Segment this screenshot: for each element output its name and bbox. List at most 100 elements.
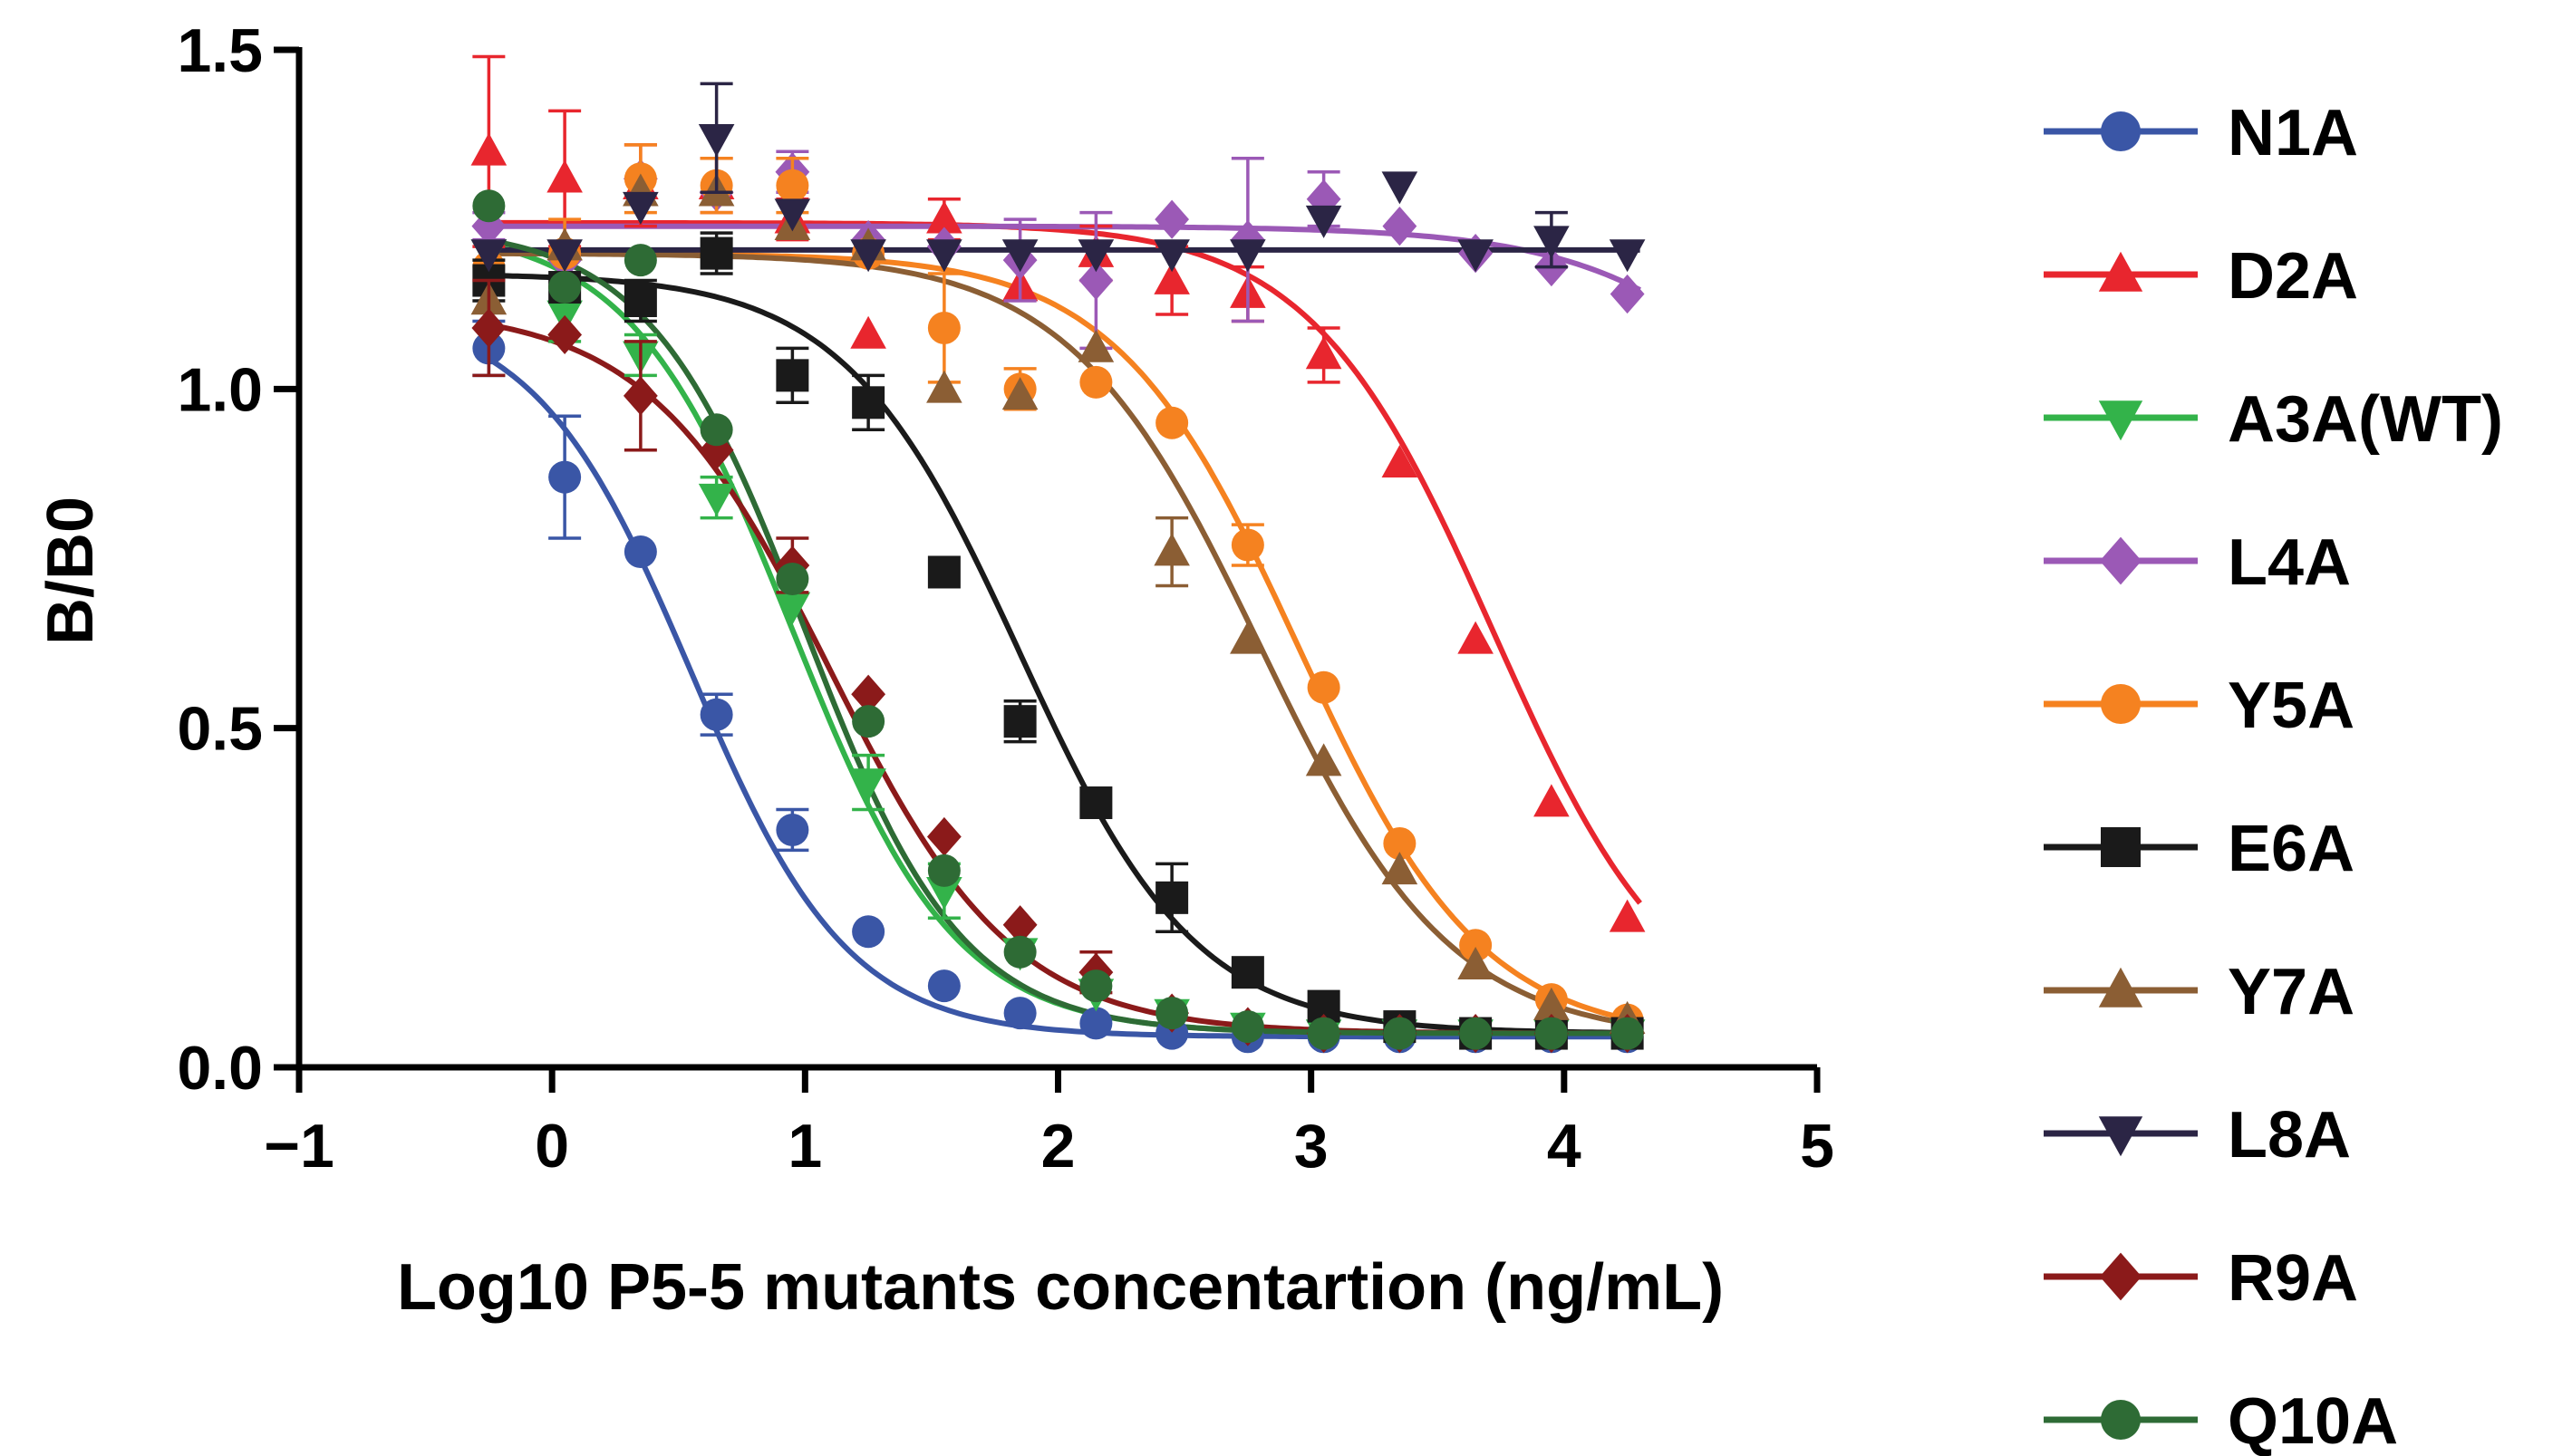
- legend-marker: [2099, 536, 2142, 585]
- legend-marker: [2098, 967, 2143, 1008]
- data-point-d2a: [1609, 899, 1646, 932]
- data-point-y5a: [927, 311, 961, 344]
- legend-label: E6A: [2228, 813, 2354, 885]
- data-point-l4a: [1155, 199, 1190, 239]
- data-point-r9a: [851, 674, 886, 714]
- data-point-q10a: [1610, 1017, 1644, 1050]
- data-point-q10a: [852, 705, 885, 738]
- legend-label: N1A: [2228, 97, 2358, 169]
- legend-item-e6a: E6A: [2044, 813, 2354, 885]
- data-point-y7a: [1154, 533, 1190, 566]
- data-point-y5a: [1383, 826, 1417, 860]
- data-point-y5a: [1155, 406, 1189, 439]
- data-point-l8a: [1381, 171, 1418, 205]
- data-point-l8a: [1230, 239, 1266, 273]
- data-point-q10a: [1079, 969, 1113, 1003]
- data-point-l4a: [1382, 207, 1417, 246]
- legend-marker: [2101, 1400, 2141, 1440]
- data-point-l8a: [926, 239, 962, 273]
- legend-label: L8A: [2228, 1099, 2351, 1172]
- legend-item-n1a: N1A: [2044, 97, 2358, 169]
- legend-label: R9A: [2228, 1242, 2358, 1315]
- y-tick-label: 0.5: [177, 695, 263, 764]
- data-point-y7a: [1457, 947, 1494, 979]
- data-point-y5a: [1307, 670, 1340, 704]
- data-point-q10a: [927, 853, 961, 887]
- data-point-d2a: [546, 159, 583, 193]
- y-tick-label: 1.0: [177, 355, 263, 424]
- data-point-l8a: [1154, 239, 1190, 273]
- data-point-y7a: [926, 370, 962, 403]
- data-point-y7a: [1001, 377, 1039, 410]
- fit-curve-l4a: [488, 223, 1641, 293]
- fit-curve-r9a: [488, 322, 1640, 1037]
- data-point-q10a: [776, 562, 809, 595]
- data-point-q10a: [1155, 997, 1189, 1030]
- x-axis-title: Log10 P5-5 mutants concentartion (ng/mL): [397, 1251, 1724, 1324]
- x-tick-label: −1: [264, 1112, 334, 1181]
- data-point-l8a: [1078, 239, 1115, 273]
- data-point-y7a: [1533, 987, 1570, 1020]
- data-point-q10a: [1231, 1010, 1264, 1044]
- legend-item-y5a: Y5A: [2044, 670, 2354, 742]
- fit-curve-d2a: [488, 219, 1642, 905]
- legend-item-r9a: R9A: [2044, 1242, 2358, 1315]
- y-tick-label: 0.0: [177, 1034, 263, 1103]
- legend-marker: [2098, 251, 2143, 292]
- x-tick-label: 1: [788, 1112, 822, 1181]
- x-tick-label: 3: [1294, 1112, 1329, 1181]
- fit-curve-y7a: [488, 250, 1641, 1028]
- x-tick-label: 5: [1800, 1112, 1834, 1181]
- data-point-q10a: [700, 413, 733, 447]
- data-point-d2a: [1305, 336, 1342, 370]
- data-point-l8a: [1457, 239, 1494, 273]
- data-point-e6a: [700, 236, 733, 270]
- y-axis-title: B/B0: [34, 497, 107, 645]
- data-point-d2a: [470, 132, 508, 166]
- legend-item-a3a-wt: A3A(WT): [2044, 383, 2503, 456]
- data-point-e6a: [927, 555, 961, 589]
- legend-marker: [2101, 111, 2141, 151]
- legend: N1A D2A A3A(WT) L4A Y5A E6A Y7A L8A R9A Q10A: [2044, 97, 2503, 1456]
- data-point-r9a: [471, 308, 507, 348]
- data-point-e6a: [776, 359, 809, 392]
- data-point-y7a: [1230, 621, 1266, 654]
- data-point-e6a: [852, 386, 885, 419]
- legend-label: Y5A: [2228, 670, 2354, 742]
- data-point-n1a: [852, 915, 885, 949]
- data-point-d2a: [1533, 784, 1570, 817]
- legend-marker: [2101, 827, 2141, 867]
- data-point-e6a: [624, 284, 657, 318]
- data-point-y5a: [1459, 929, 1493, 962]
- data-point-y5a: [1231, 528, 1264, 562]
- data-point-y7a: [1078, 329, 1115, 362]
- data-point-n1a: [624, 535, 657, 569]
- data-point-n1a: [776, 813, 809, 846]
- data-point-l8a: [698, 124, 735, 158]
- x-tick-label: 4: [1547, 1112, 1581, 1181]
- legend-marker: [2099, 1252, 2142, 1301]
- data-point-y5a: [1079, 365, 1113, 399]
- legend-item-l8a: L8A: [2044, 1099, 2351, 1172]
- data-point-a3a-wt: [774, 592, 811, 625]
- data-point-e6a: [1079, 786, 1113, 820]
- legend-marker: [2098, 400, 2143, 441]
- data-point-e6a: [1155, 881, 1189, 914]
- data-point-q10a: [1003, 935, 1037, 969]
- data-point-q10a: [548, 271, 582, 304]
- data-point-y7a: [1381, 852, 1418, 885]
- legend-marker: [2098, 1116, 2143, 1157]
- data-point-l8a: [470, 239, 508, 273]
- legend-label: Q10A: [2228, 1385, 2398, 1456]
- data-point-y7a: [1305, 743, 1342, 776]
- data-point-l8a: [1533, 226, 1570, 259]
- fit-curves: [487, 219, 1642, 1040]
- data-point-l8a: [1305, 205, 1342, 238]
- data-point-n1a: [548, 460, 582, 494]
- data-point-r9a: [623, 376, 658, 416]
- fit-curve-n1a: [487, 356, 1640, 1040]
- fit-curve-q10a: [488, 237, 1640, 1037]
- data-point-d2a: [1154, 261, 1190, 294]
- legend-label: D2A: [2228, 240, 2358, 313]
- data-point-l8a: [774, 198, 811, 232]
